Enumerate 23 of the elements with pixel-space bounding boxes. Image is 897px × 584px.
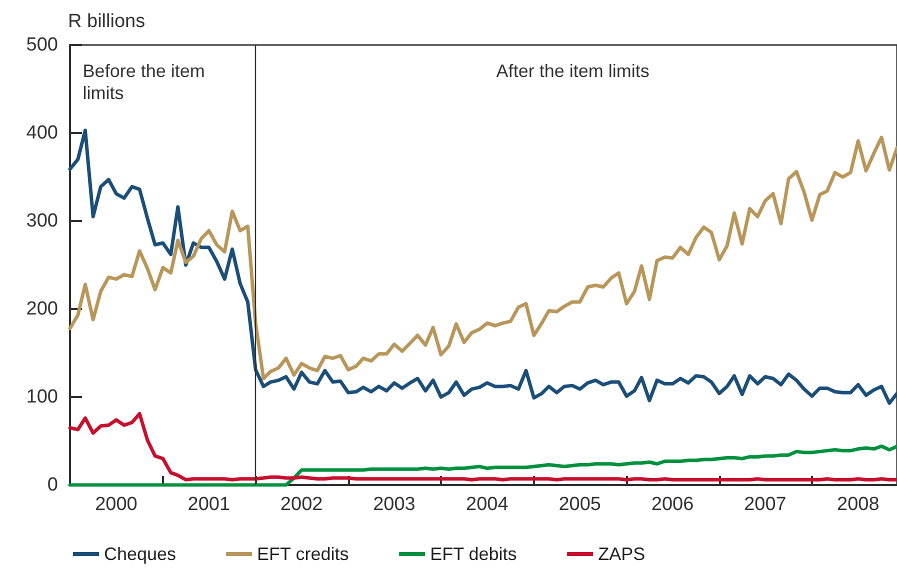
x-tick-label: 2003 xyxy=(373,494,416,515)
annotation: Before the item limits xyxy=(82,61,210,103)
y-tick-label: 400 xyxy=(26,122,58,144)
x-tick-label: 2006 xyxy=(651,494,694,515)
legend-label: EFT debits xyxy=(430,544,517,564)
line-series xyxy=(68,412,897,482)
legend-label: EFT credits xyxy=(257,544,349,564)
legend-label: ZAPS xyxy=(598,544,646,564)
x-tick-label: 2008 xyxy=(837,494,880,515)
annotation: After the item limits xyxy=(496,61,650,81)
x-tick-label: 2000 xyxy=(95,494,138,515)
x-tick-label: 2007 xyxy=(744,494,786,515)
y-tick-label: 100 xyxy=(26,386,58,408)
x-tick-label: 2001 xyxy=(188,494,230,515)
legend-label: Cheques xyxy=(104,544,176,564)
y-tick-label: 200 xyxy=(26,298,58,320)
y-tick-label: 300 xyxy=(26,210,58,232)
x-tick-label: 2005 xyxy=(558,494,601,515)
x-tick-label: 2002 xyxy=(280,494,323,515)
y-tick-label: 500 xyxy=(26,34,58,56)
y-axis-title: R billions xyxy=(68,11,146,32)
y-tick-label: 0 xyxy=(47,474,58,496)
x-tick-label: 2004 xyxy=(466,494,509,515)
